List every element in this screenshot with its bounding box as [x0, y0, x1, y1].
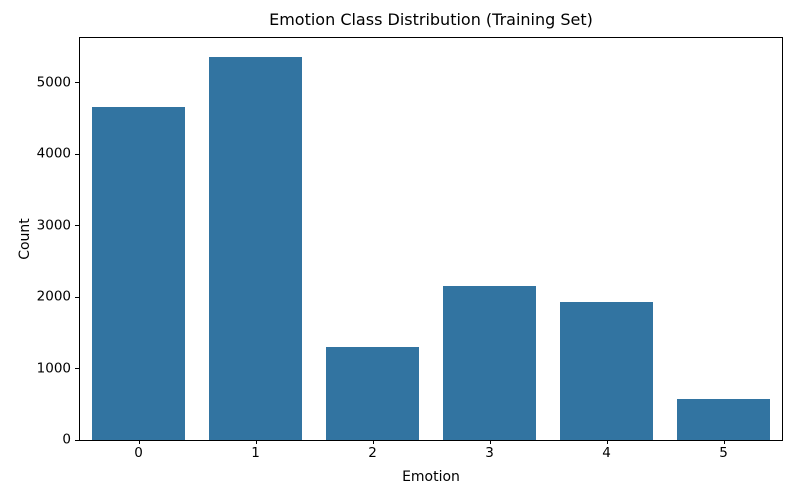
x-tick-mark [489, 440, 491, 444]
y-tick-label: 1000 [36, 359, 71, 376]
x-tick-mark [606, 440, 608, 444]
y-tick-label: 0 [62, 431, 71, 448]
x-tick-label: 0 [134, 445, 143, 461]
bar-emotion-4 [559, 301, 654, 440]
y-tick-mark [75, 439, 79, 441]
plot-area: 0 1 2 3 4 5 0 1000 2000 3000 4000 5000 [37, 37, 783, 460]
bar-emotion-5 [676, 399, 771, 440]
x-tick-label: 5 [719, 445, 728, 461]
y-tick-mark [75, 225, 79, 227]
x-tick-mark [372, 440, 374, 444]
bar-emotion-1 [208, 57, 303, 440]
y-axis-label: Count [17, 218, 33, 260]
x-tick-mark [138, 440, 140, 444]
y-tick-label: 4000 [36, 145, 71, 162]
y-tick-label: 3000 [36, 217, 71, 234]
x-tick-label: 1 [251, 445, 260, 461]
bar-emotion-3 [442, 285, 537, 440]
y-tick-mark [75, 153, 79, 155]
x-tick-mark [723, 440, 725, 444]
x-axis-label: Emotion [402, 469, 460, 485]
chart-title: Emotion Class Distribution (Training Set… [269, 10, 593, 29]
y-tick-mark [75, 296, 79, 298]
y-tick-label: 2000 [36, 288, 71, 305]
x-tick-label: 4 [602, 445, 611, 461]
y-tick-mark [75, 368, 79, 370]
bar-emotion-2 [325, 346, 420, 440]
y-tick-mark [75, 82, 79, 84]
y-tick-label: 5000 [36, 74, 71, 91]
x-tick-label: 3 [485, 445, 494, 461]
x-tick-mark [255, 440, 257, 444]
bar-emotion-0 [91, 106, 186, 440]
x-tick-label: 2 [368, 445, 377, 461]
